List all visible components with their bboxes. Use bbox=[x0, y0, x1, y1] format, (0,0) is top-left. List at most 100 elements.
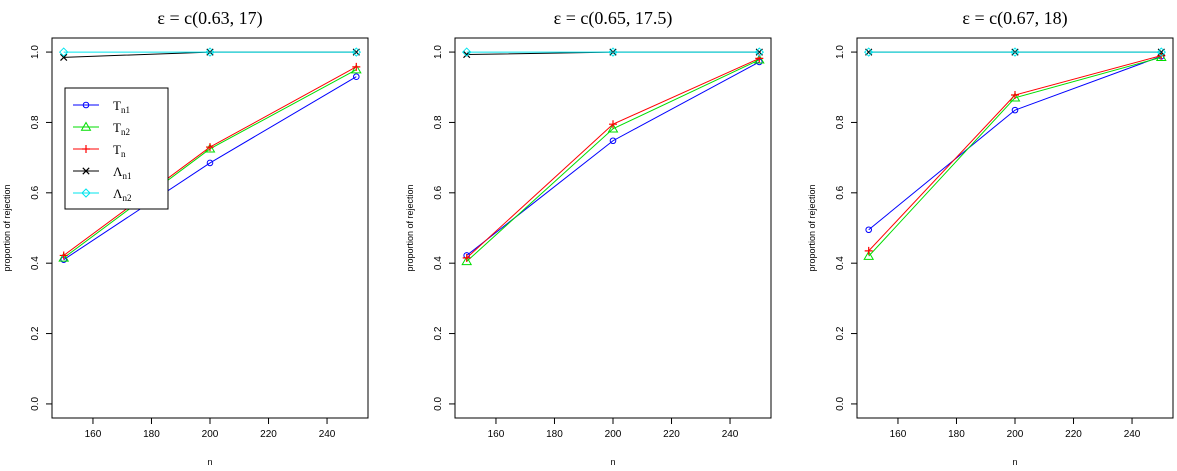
legend-label-sub: n bbox=[121, 149, 126, 159]
data-point-Tn bbox=[864, 246, 873, 255]
chart-panel-1: ε = c(0.63, 17) 160 180 200 220 240 0.0 0.2 0.4 0… bbox=[2, 8, 369, 467]
legend-label-sub: n2 bbox=[121, 127, 130, 137]
y-tick-label: 0.0 bbox=[30, 397, 41, 411]
legend-marker bbox=[80, 121, 92, 131]
y-tick-label: 1.0 bbox=[30, 45, 41, 59]
data-point-Ln2 bbox=[461, 47, 472, 57]
y-tick-label: 0.2 bbox=[835, 326, 846, 340]
legend-marker bbox=[82, 101, 90, 109]
data-point-Tn bbox=[1011, 91, 1019, 99]
x-axis-label: n bbox=[610, 457, 615, 467]
series-Tn2 bbox=[461, 54, 765, 266]
chart-panel-3: ε = c(0.67, 18) 160 180 200 220 240 0.0 0.2 0.4 0… bbox=[807, 8, 1174, 467]
series-Ln2 bbox=[863, 47, 1167, 57]
x-tick-label: 220 bbox=[260, 429, 277, 440]
y-tick-label: 0.8 bbox=[433, 115, 444, 129]
data-point-Tn1 bbox=[609, 137, 617, 145]
series-Tn1 bbox=[60, 73, 360, 263]
y-tick-label: 0.4 bbox=[30, 256, 41, 270]
x-tick-label: 160 bbox=[488, 429, 505, 440]
y-tick-label: 0.4 bbox=[835, 256, 846, 270]
x-tick-label: 200 bbox=[605, 429, 622, 440]
series-line-Tn bbox=[868, 55, 1162, 252]
y-tick-label: 0.8 bbox=[30, 115, 41, 129]
data-point-Tn1 bbox=[865, 226, 873, 234]
series-line-Tn2 bbox=[466, 59, 760, 262]
x-tick-label: 220 bbox=[663, 429, 680, 440]
series-Ln1 bbox=[60, 48, 360, 61]
chart-title: ε = c(0.63, 17) bbox=[157, 8, 262, 29]
data-point-Ln2 bbox=[863, 47, 874, 57]
data-point-Tn bbox=[206, 143, 214, 152]
series-Ln2 bbox=[58, 47, 362, 57]
series-line-Tn bbox=[466, 57, 760, 259]
legend-label-sub: n1 bbox=[121, 105, 130, 115]
data-point-Tn bbox=[462, 253, 471, 262]
legend-label-base: Λ bbox=[113, 164, 123, 179]
series-line-Tn1 bbox=[466, 61, 760, 256]
legend-item-Tn1: Tn1 bbox=[73, 98, 130, 115]
y-tick-label: 0.6 bbox=[433, 185, 444, 199]
legend-label: Λn2 bbox=[113, 186, 131, 203]
legend-label: Tn2 bbox=[113, 120, 130, 137]
y-tick-label: 0.2 bbox=[433, 326, 444, 340]
legend-label-base: Λ bbox=[113, 186, 123, 201]
x-tick-label: 160 bbox=[85, 429, 102, 440]
series-Ln2 bbox=[461, 47, 765, 57]
series-Tn2 bbox=[863, 51, 1167, 260]
series-line-Tn2 bbox=[868, 56, 1162, 257]
x-tick-label: 200 bbox=[1007, 429, 1024, 440]
legend-marker bbox=[82, 145, 90, 153]
data-point-Ln1 bbox=[60, 53, 68, 61]
data-point-Ln2 bbox=[1010, 47, 1020, 57]
x-tick-label: 240 bbox=[1124, 429, 1141, 440]
y-tick-label: 1.0 bbox=[433, 45, 444, 59]
legend-label: Tn1 bbox=[113, 98, 130, 115]
series-Tn1 bbox=[463, 58, 763, 259]
data-point-Ln2 bbox=[608, 47, 618, 57]
data-point-Ln2 bbox=[351, 47, 362, 57]
legend-marker bbox=[82, 167, 90, 175]
legend-label-base: T bbox=[113, 98, 121, 113]
data-point-Tn2 bbox=[58, 252, 70, 262]
data-point-Tn1 bbox=[1011, 106, 1019, 114]
data-point-Ln2 bbox=[754, 47, 765, 57]
y-axis-label: proportion of rejection bbox=[405, 184, 415, 271]
data-point-Tn2 bbox=[350, 64, 362, 74]
data-point-Tn2 bbox=[863, 250, 875, 260]
legend-label-sub: n1 bbox=[122, 171, 131, 181]
x-tick-label: 180 bbox=[546, 429, 563, 440]
data-point-Tn bbox=[352, 62, 361, 71]
series-Tn bbox=[59, 62, 361, 260]
series-Tn bbox=[462, 54, 764, 262]
series-Tn bbox=[864, 51, 1166, 255]
y-tick-label: 0.6 bbox=[835, 185, 846, 199]
data-point-Tn2 bbox=[461, 255, 473, 266]
legend-label: Λn1 bbox=[113, 164, 131, 181]
data-point-Tn bbox=[609, 120, 617, 129]
x-axis-label: n bbox=[1012, 457, 1017, 467]
y-tick-label: 0.0 bbox=[835, 397, 846, 411]
legend-label-sub: n2 bbox=[122, 193, 131, 203]
y-axis-label: proportion of rejection bbox=[807, 184, 817, 271]
x-tick-label: 220 bbox=[1065, 429, 1082, 440]
legend-marker bbox=[81, 188, 91, 198]
data-point-Ln2 bbox=[205, 47, 215, 57]
legend-label-base: T bbox=[113, 120, 121, 135]
legend-item-Ln1: Λn1 bbox=[73, 164, 131, 181]
data-point-Tn1 bbox=[206, 159, 214, 167]
x-tick-label: 180 bbox=[143, 429, 160, 440]
series-line-Tn1 bbox=[63, 76, 357, 261]
data-point-Tn2 bbox=[607, 123, 619, 133]
legend-item-Tn: Tn bbox=[73, 142, 126, 159]
y-tick-label: 0.4 bbox=[433, 256, 444, 270]
legend-item-Tn2: Tn2 bbox=[73, 120, 130, 137]
y-tick-label: 0.0 bbox=[433, 397, 444, 411]
x-tick-label: 160 bbox=[890, 429, 907, 440]
data-point-Tn bbox=[59, 251, 68, 260]
x-tick-label: 240 bbox=[319, 429, 336, 440]
x-tick-label: 240 bbox=[722, 429, 739, 440]
y-tick-label: 0.6 bbox=[30, 185, 41, 199]
